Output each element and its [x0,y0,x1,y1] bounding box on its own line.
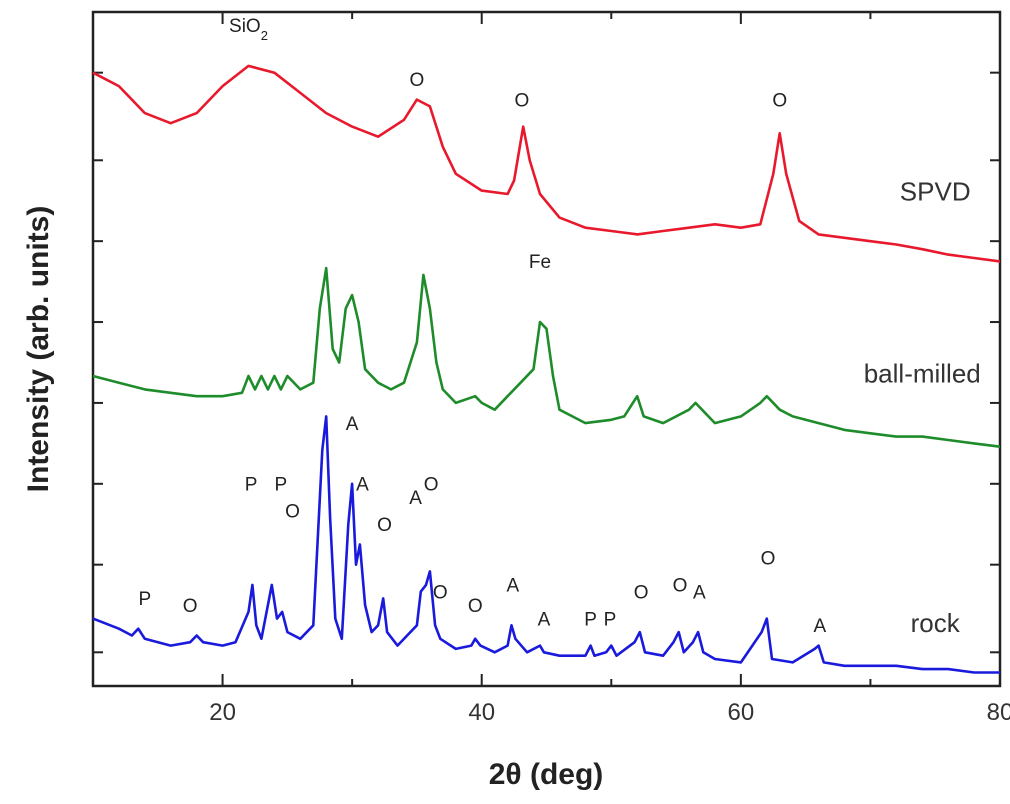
peak-label: P [138,589,151,610]
x-tick-label: 20 [209,699,236,726]
series-label: ball-milled [864,359,981,389]
x-tick-label: 40 [468,699,495,726]
series-label: rock [911,608,961,638]
peak-label: O [772,90,787,111]
peak-label: O [424,475,439,496]
peak-label: O [377,515,392,536]
series-ball-milled [92,266,1001,448]
x-tick-label: 80 [987,699,1010,726]
axis-ticks: 20 40 60 80 [92,12,1010,726]
series-label: SPVD [900,177,971,207]
peak-label: A [356,475,369,496]
peak-label: P [604,609,617,630]
peak-label: P [245,475,258,496]
peak-label: P [275,475,288,496]
peak-label: O [410,70,425,91]
peak-label: O [634,582,649,603]
peak-label: A [506,576,519,597]
peak-label: A [409,488,422,509]
peak-label-subscript: 2 [261,28,268,43]
x-axis-title: 2θ (deg) [489,758,604,791]
peak-label: O [433,582,448,603]
peak-label: A [346,414,359,435]
plot-frame [91,10,1002,688]
peak-label: A [693,582,706,603]
peak-label: A [814,616,827,637]
series-lines [92,64,1001,674]
peak-label: O [468,596,483,617]
peak-label: Fe [529,252,551,273]
peak-label: O [514,90,529,111]
peak-label: O [761,549,776,570]
peak-label: O [673,576,688,597]
y-axis-title: Intensity (arb. units) [22,206,55,493]
peak-label: A [538,609,551,630]
peak-label: SiO2 [229,16,268,43]
series-spvd [92,64,1001,263]
peak-label: O [183,596,198,617]
series-rock [92,415,1000,674]
peak-label: P [584,609,597,630]
peak-label: O [285,502,300,523]
x-tick-label: 60 [728,699,755,726]
